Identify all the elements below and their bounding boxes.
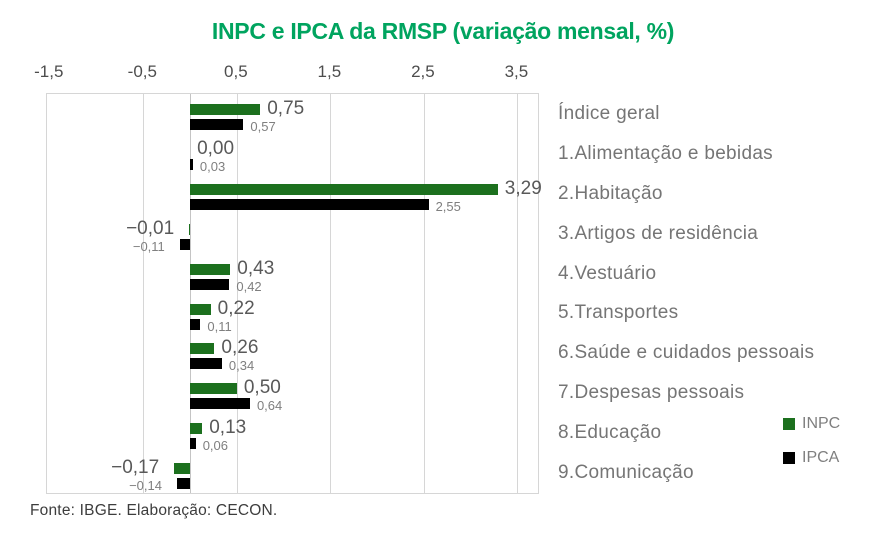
value-label-inpc-row5: 0,22: [217, 297, 255, 319]
value-label-ipca-row5: 0,11: [207, 318, 232, 334]
category-label-row4: 4.Vestuário: [558, 262, 657, 284]
legend-label: INPC: [802, 415, 841, 432]
value-label-inpc-row3: −0,01: [126, 217, 175, 239]
x-tick-label: 1,5: [317, 62, 342, 81]
value-label-ipca-row9: −0,14: [129, 478, 162, 494]
gridline: [423, 94, 425, 493]
bar-ipca-row4: [190, 278, 230, 290]
legend-item-inpc: INPC: [783, 414, 840, 433]
bar-ipca-row1: [190, 158, 193, 170]
bar-inpc-row5: [190, 303, 211, 315]
value-label-inpc-row1: 0,00: [197, 137, 235, 159]
zero-axis-line: [190, 94, 192, 493]
category-label-row3: 3.Artigos de residência: [558, 222, 759, 244]
category-label-row6: 6.Saúde e cuidados pessoais: [558, 342, 815, 364]
value-label-ipca-row1: 0,03: [199, 158, 226, 174]
legend-swatch-icon: [783, 451, 795, 464]
bar-ipca-row0: [190, 119, 244, 130]
value-label-ipca-row2: 2,55: [435, 198, 461, 214]
plot-area: 0,75 0,57 0,00 0,03 3,29 2,55 −0,01 −0,11 0,43 0,…: [46, 93, 542, 494]
value-label-ipca-row6: 0,34: [228, 358, 255, 374]
x-tick-label: 2,5: [411, 62, 435, 81]
bar-inpc-row3: [189, 223, 191, 235]
bar-ipca-row9: [176, 478, 191, 490]
bar-ipca-row3: [179, 238, 191, 250]
gridline: [143, 94, 145, 493]
category-label-row7: 7.Despesas pessoais: [558, 382, 745, 404]
value-label-inpc-row8: 0,13: [209, 417, 247, 439]
bar-ipca-row2: [190, 198, 429, 210]
category-label-row8: 8.Educação: [558, 422, 662, 444]
value-label-ipca-row8: 0,06: [202, 438, 228, 454]
bar-inpc-row9: [174, 463, 191, 475]
source-note: Fonte: IBGE. Elaboração: CECON.: [30, 502, 278, 519]
value-label-inpc-row7: 0,50: [243, 377, 281, 399]
category-label-row9: 9.Comunicação: [558, 462, 694, 484]
category-label-row2: 2.Habitação: [558, 182, 663, 204]
category-label-row5: 5.Transportes: [558, 302, 679, 324]
value-label-inpc-row9: −0,17: [111, 457, 160, 479]
legend-swatch-icon: [783, 417, 795, 430]
category-label-row0: Índice geral: [558, 102, 660, 124]
value-label-inpc-row4: 0,43: [237, 257, 275, 279]
gridline: [517, 94, 519, 493]
x-tick-label: 0,5: [224, 62, 248, 81]
bar-inpc-row4: [190, 263, 231, 275]
bar-inpc-row7: [190, 383, 237, 395]
bar-inpc-row2: [190, 183, 498, 195]
legend-item-ipca: IPCA: [783, 448, 840, 467]
chart-title: INPC e IPCA da RMSP (variação mensal, %): [211, 18, 675, 44]
gridline: [236, 94, 238, 493]
x-tick-label: -0,5: [127, 62, 157, 81]
bar-inpc-row0: [190, 104, 261, 115]
bar-ipca-row7: [190, 398, 250, 410]
value-label-ipca-row4: 0,42: [236, 278, 262, 294]
x-tick-label: 3,5: [504, 62, 529, 81]
value-label-ipca-row0: 0,57: [250, 119, 276, 134]
value-label-inpc-row6: 0,26: [221, 337, 259, 359]
bar-ipca-row6: [190, 358, 222, 370]
category-label-row1: 1.Alimentação e bebidas: [558, 142, 773, 164]
value-label-ipca-row3: −0,11: [132, 238, 165, 254]
bar-ipca-row8: [190, 438, 196, 450]
value-label-inpc-row2: 3,29: [504, 177, 542, 199]
bar-ipca-row5: [190, 318, 201, 330]
legend: INPC IPCA: [783, 414, 840, 482]
value-label-inpc-row0: 0,75: [267, 98, 305, 119]
x-tick-label: -1,5: [34, 62, 64, 81]
bar-inpc-row6: [190, 343, 215, 355]
bar-inpc-row8: [190, 423, 203, 435]
gridline: [330, 94, 332, 493]
legend-label: IPCA: [802, 449, 840, 467]
value-label-ipca-row7: 0,64: [256, 398, 283, 414]
